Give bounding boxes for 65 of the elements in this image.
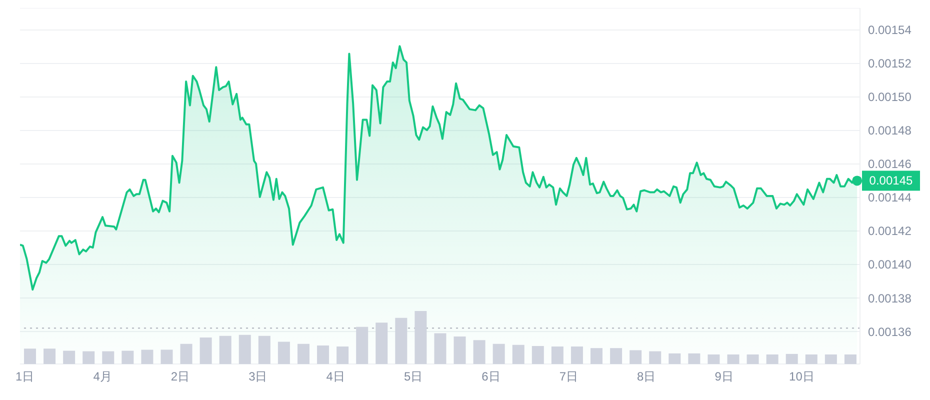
bar [24, 348, 36, 364]
x-tick-label: 10日 [789, 370, 814, 384]
x-tick-label: 7日 [559, 370, 578, 384]
x-tick-label: 5日 [404, 370, 423, 384]
y-tick-label: 0.00150 [868, 90, 912, 104]
bar [786, 354, 798, 364]
y-tick-label: 0.00136 [868, 324, 912, 339]
bar [532, 346, 544, 364]
bar [688, 353, 700, 364]
bar [258, 336, 270, 364]
bar [63, 350, 76, 364]
bar [630, 350, 642, 364]
annotation: 0.00145 [869, 174, 914, 188]
x-tick-label: 4月 [93, 370, 112, 384]
bar [317, 345, 330, 364]
bar [512, 344, 524, 364]
bar [668, 353, 681, 364]
x-tick-label: 2日 [170, 370, 190, 384]
y-tick-label: 0.00138 [868, 291, 912, 306]
bar [278, 342, 290, 364]
y-tick-label: 0.00140 [868, 258, 912, 272]
x-tick-label: 6日 [482, 370, 500, 384]
bar [376, 322, 388, 364]
y-tick-label: 0.00142 [868, 224, 912, 238]
bar [473, 340, 486, 364]
x-tick-label: 1日 [16, 370, 34, 384]
bar [844, 354, 856, 364]
bar [238, 334, 251, 364]
bar [805, 354, 818, 364]
bar [160, 350, 173, 364]
bar [414, 311, 427, 364]
x-tick-label: 8日 [637, 370, 656, 384]
bar [454, 336, 466, 364]
bar [610, 348, 622, 364]
bar [746, 354, 759, 364]
bar [551, 346, 564, 364]
y-tick-label: 0.00154 [868, 23, 912, 38]
bar [297, 344, 310, 364]
y-tick-label: 0.00152 [868, 56, 912, 71]
bar [44, 348, 56, 364]
y-tick-label: 0.00148 [868, 124, 912, 138]
bar [824, 354, 837, 364]
bar [570, 346, 583, 364]
bar [590, 348, 603, 364]
bar [82, 351, 95, 364]
bar [141, 350, 154, 364]
bar [727, 354, 740, 364]
x-tick-label: 3日 [248, 370, 268, 384]
bar [219, 336, 232, 364]
bar [102, 351, 114, 364]
bar [336, 346, 349, 364]
bar [200, 338, 212, 364]
bar [180, 344, 192, 364]
bar [766, 354, 778, 364]
y-tick-label: 0.00144 [868, 190, 912, 205]
bar [356, 326, 368, 364]
bar [649, 351, 662, 364]
bar [492, 344, 505, 364]
y-tick-label: 0.00146 [868, 157, 912, 172]
bar [122, 350, 134, 364]
x-tick-label: 4日 [326, 370, 345, 384]
bar [708, 354, 720, 364]
bar [395, 318, 408, 364]
bar [434, 333, 446, 364]
x-tick-label: 9日 [714, 370, 734, 384]
